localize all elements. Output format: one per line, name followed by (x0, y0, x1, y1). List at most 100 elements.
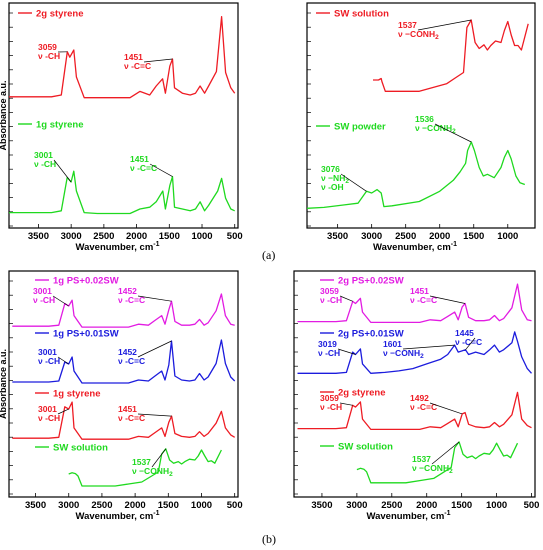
peak-label-line: 3059 (320, 286, 339, 296)
peak-label-line: ν −CONH2 (383, 348, 424, 360)
y-axis-title: Absorbance a.u. (0, 80, 8, 150)
peak-label-line: 3001 (33, 286, 52, 296)
plot-frame (293, 270, 536, 498)
peak-label-line: ν -CH (320, 295, 342, 305)
peak-label-line: ν -C=C (118, 356, 145, 366)
peak-label-line: ν -C=C (455, 337, 482, 347)
x-axis-title-exponent: -1 (153, 510, 159, 517)
chart-panel-b-left: 3500 3000 2500 2000 1500 1000 500 Wavenumber, c… (0, 270, 243, 522)
x-tick-label: 1500 (158, 500, 179, 511)
peak-label-line: ν −NH2 (321, 173, 349, 185)
x-tick-label: 2000 (429, 231, 450, 242)
x-axis-title: Wavenumber, cm-1 (373, 241, 457, 253)
series-line-sw-powder (306, 141, 526, 209)
peak-leader-line (57, 356, 69, 365)
x-axis-title: Wavenumber, cm-1 (75, 241, 159, 253)
peak-leader-line (53, 159, 72, 183)
chart-panel-a-right: 3500 3000 2500 2000 1500 1000 Wavenumber, cm-1… (306, 2, 536, 253)
legend-label-sw-solution: SW solution (334, 9, 389, 20)
peak-leader-line (429, 295, 466, 304)
x-tick-label: 500 (227, 500, 243, 511)
peak-label-line: 1451 (130, 154, 149, 164)
x-axis-title: Wavenumber, cm-1 (75, 510, 159, 522)
peak-label-line: 3059 (320, 393, 339, 403)
peak-leader-line (149, 163, 173, 177)
peak-label-line: ν -C=C (118, 413, 145, 423)
peak-label-line: 1537 (398, 20, 417, 30)
legend-label-sw-solution: SW solution (338, 442, 393, 453)
peak-label-line: 1445 (455, 328, 474, 338)
peak-label-line: ν -OH (321, 182, 344, 192)
peak-leader-line (429, 402, 463, 415)
peak-label-line: ν −CONH2 (415, 123, 456, 135)
legend-label-2g-styrene: 2g styrene (338, 388, 386, 399)
legend-label-1g-styrene: 1g styrene (53, 389, 101, 400)
legend-label-1g-styrene: 1g styrene (36, 120, 84, 131)
series-line-1g-styrene (12, 401, 236, 440)
peak-label-line: ν −CONH2 (398, 29, 439, 41)
x-tick-label: 2000 (125, 500, 146, 511)
peak-leader-line (431, 441, 460, 465)
peak-label-line: ν -C=C (130, 163, 157, 173)
x-tick-label: 1500 (463, 231, 484, 242)
peak-leader-line (465, 337, 476, 351)
peak-label-line: ν −CONH2 (132, 466, 173, 478)
peak-label-line: 1452 (118, 286, 137, 296)
peak-label-line: 3001 (38, 404, 57, 414)
peak-leader-line (137, 413, 172, 417)
x-tick-label: 1500 (159, 231, 180, 242)
series-line-sw-solution (356, 441, 519, 484)
series-line-2g-ps-0-01sw (297, 331, 532, 374)
x-tick-label: 2000 (126, 231, 147, 242)
x-tick-label: 3500 (25, 500, 46, 511)
x-tick-label: 2500 (395, 231, 416, 242)
x-axis-title-exponent: -1 (451, 241, 457, 248)
x-tick-label: 3000 (58, 500, 79, 511)
legend-label-2g-ps-0-02sw: 2g PS+0.02SW (338, 276, 404, 287)
peak-label-line: ν -C=C (118, 295, 145, 305)
peak-leader-line (434, 123, 472, 143)
peak-leader-line (417, 19, 472, 31)
peak-label-line: 1537 (412, 454, 431, 464)
peak-label-line: 3059 (38, 42, 57, 52)
peak-label-line: ν -CH (38, 356, 60, 366)
plot-frame (306, 2, 536, 229)
peak-label-line: 3001 (34, 150, 53, 160)
x-tick-label: 1500 (451, 500, 472, 511)
peak-label-line: ν -C=C (410, 295, 437, 305)
peak-leader-line (137, 340, 172, 358)
peak-leader-line (151, 448, 167, 468)
panel-label-a: (a) (262, 248, 276, 262)
peak-label-line: 1537 (132, 457, 151, 467)
series-line-sw-solution (373, 19, 529, 92)
peak-leader-line (402, 344, 455, 350)
peak-label-line: 1451 (124, 52, 143, 62)
x-tick-label: 3000 (61, 231, 82, 242)
peak-leader-line (143, 58, 173, 63)
x-axis-title-exponent: -1 (153, 241, 159, 248)
legend-label-2g-ps-0-01sw: 2g PS+0.01SW (338, 329, 404, 340)
chart-panel-b-right: 3500 3000 2500 2000 1500 1000 500 Wavenumber, c… (293, 270, 540, 522)
x-tick-label: 2500 (93, 231, 114, 242)
x-tick-label: 500 (524, 500, 540, 511)
y-axis-title: Absorbance a.u. (0, 349, 8, 419)
x-tick-label: 2000 (416, 500, 437, 511)
x-tick-label: 1000 (191, 500, 212, 511)
x-tick-label: 3500 (28, 231, 49, 242)
legend-label-1g-ps-0-02sw: 1g PS+0.02SW (53, 276, 119, 287)
peak-label-line: 1536 (415, 114, 434, 124)
peak-leader-line (340, 173, 367, 192)
x-tick-label: 2500 (91, 500, 112, 511)
